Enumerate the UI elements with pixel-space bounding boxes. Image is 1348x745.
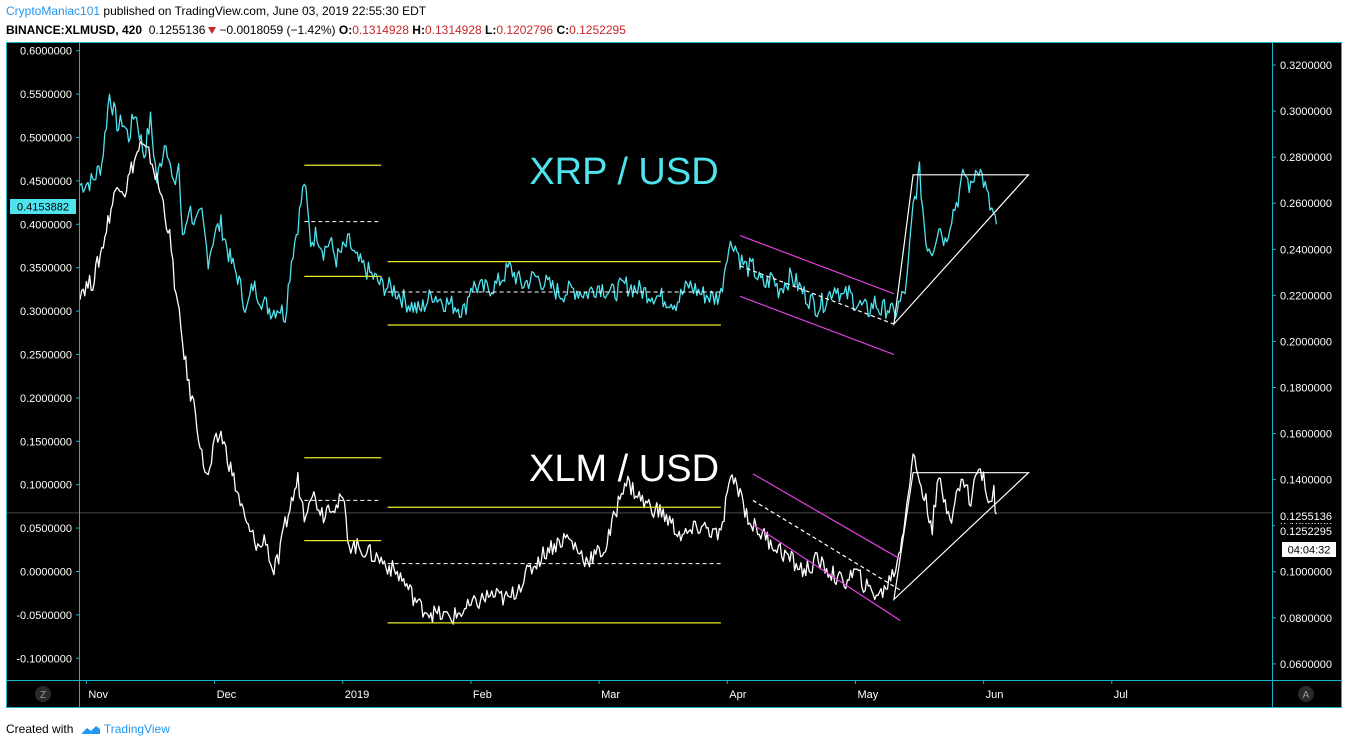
- left-tick-label: -0.1000000: [16, 653, 72, 665]
- right-price-marker-1: [1275, 509, 1339, 523]
- right-tick-label: 0.2600000: [1280, 198, 1332, 210]
- time-tick-label: Apr: [729, 689, 746, 701]
- time-tick-label: 2019: [345, 689, 369, 701]
- created-with-text: Created with: [6, 722, 74, 736]
- right-tick-label: 0.3200000: [1280, 60, 1332, 72]
- right-price-marker-2: [1275, 524, 1339, 538]
- left-tick-label: 0.0500000: [20, 523, 72, 535]
- low-label: L:: [485, 23, 497, 37]
- right-tick-label: 0.0600000: [1280, 659, 1332, 671]
- drawings-layer: [304, 164, 1031, 624]
- time-tick-label: May: [857, 689, 878, 701]
- high-label: H:: [412, 23, 425, 37]
- left-tick-label: 0.4000000: [20, 219, 72, 231]
- right-tick-label: 0.0800000: [1280, 613, 1332, 625]
- right-tick-label: 0.1800000: [1280, 382, 1332, 394]
- countdown-text: 04:04:32: [1288, 545, 1331, 557]
- time-axis: Nov Dec 2019 Feb Mar Apr May Jun Jul: [85, 680, 1128, 701]
- published-info: published on TradingView.com, June 03, 2…: [103, 4, 427, 18]
- left-price-marker-text: 0.4153882: [17, 202, 69, 214]
- xlm-wedge-upper: [752, 473, 901, 560]
- zoom-button-label: Z: [40, 690, 46, 701]
- left-tick-label: 0.4500000: [20, 176, 72, 188]
- chart-background: [6, 42, 1342, 708]
- right-price-marker-1-text: 0.1255136: [1280, 511, 1332, 523]
- high-value: 0.1314928: [424, 23, 482, 37]
- time-tick-label: Jul: [1114, 689, 1128, 701]
- open-label: O:: [338, 23, 353, 37]
- time-tick-label: Mar: [601, 689, 620, 701]
- right-tick-label: 0.1000000: [1280, 567, 1332, 579]
- last-price: 0.1255136: [148, 23, 206, 37]
- xrp-wedge-upper: [739, 235, 895, 295]
- right-price-marker-2-text: 0.1252295: [1280, 526, 1332, 538]
- down-arrow-icon: [208, 27, 217, 35]
- time-tick-label: Dec: [217, 689, 237, 701]
- price-chart[interactable]: 0.6000000 0.5500000 0.5000000 0.4500000 0.40…: [6, 42, 1342, 708]
- xlm-triangle: [893, 472, 1031, 602]
- auto-scale-button-label: A: [1303, 690, 1310, 701]
- chart-frame: [6, 42, 1342, 708]
- right-tick-label: 0.2000000: [1280, 336, 1332, 348]
- right-tick-label: 0.2800000: [1280, 152, 1332, 164]
- time-tick-label: Feb: [473, 689, 492, 701]
- left-tick-label: 0.2000000: [20, 393, 72, 405]
- left-tick-label: 0.2500000: [20, 349, 72, 361]
- author-link[interactable]: CryptoManiac101: [6, 4, 101, 18]
- left-price-marker: [10, 199, 76, 214]
- left-tick-label: 0.6000000: [20, 46, 72, 58]
- left-tick-label: 0.5500000: [20, 89, 72, 101]
- xrp-annotation: XRP / USD: [529, 151, 718, 193]
- right-tick-label: 0.1600000: [1280, 429, 1332, 441]
- open-value: 0.1314928: [352, 23, 409, 37]
- chart-header: CryptoManiac101 published on TradingView…: [6, 2, 1342, 40]
- close-label: C:: [556, 23, 570, 37]
- tradingview-brand-link[interactable]: TradingView: [103, 722, 170, 736]
- tradingview-logo-icon: [81, 725, 100, 734]
- left-axis: 0.6000000 0.5500000 0.5000000 0.4500000 0.40…: [16, 46, 80, 665]
- symbol-label[interactable]: BINANCE:XLMUSD, 420: [6, 23, 143, 37]
- left-tick-label: 0.5000000: [20, 132, 72, 144]
- low-value: 0.1202796: [496, 23, 554, 37]
- zoom-button[interactable]: [35, 686, 51, 702]
- left-tick-label: 0.3500000: [20, 263, 72, 275]
- right-tick-label: 0.2400000: [1280, 244, 1332, 256]
- countdown-box: [1282, 542, 1336, 557]
- left-tick-label: -0.0500000: [16, 610, 72, 622]
- xlm-annotation: XLM / USD: [529, 448, 719, 490]
- xrp-triangle: [893, 174, 1030, 326]
- symbol-line: BINANCE:XLMUSD, 420 0.1255136 −0.0018059 …: [6, 20, 1342, 40]
- xrp-series-line: [79, 93, 998, 324]
- time-tick-label: Jun: [986, 689, 1004, 701]
- xrp-wedge-lower: [739, 295, 895, 356]
- right-tick-label: 0.2200000: [1280, 290, 1332, 302]
- left-tick-label: 0.0000000: [20, 566, 72, 578]
- footer: Created with TradingView: [6, 719, 170, 739]
- xlm-wedge-mid: [752, 499, 901, 591]
- left-tick-label: 0.3000000: [20, 306, 72, 318]
- time-tick-label: Nov: [88, 689, 108, 701]
- price-change: −0.0018059 (−1.42%): [219, 23, 336, 37]
- xlm-wedge-lower: [752, 524, 901, 622]
- auto-scale-button[interactable]: [1298, 686, 1314, 702]
- right-tick-label: 0.3000000: [1280, 106, 1332, 118]
- close-value: 0.1252295: [569, 23, 626, 37]
- publish-line: CryptoManiac101 published on TradingView…: [6, 2, 1342, 20]
- left-tick-label: 0.1000000: [20, 480, 72, 492]
- left-tick-label: 0.1500000: [20, 436, 72, 448]
- right-tick-label: 0.1400000: [1280, 475, 1332, 487]
